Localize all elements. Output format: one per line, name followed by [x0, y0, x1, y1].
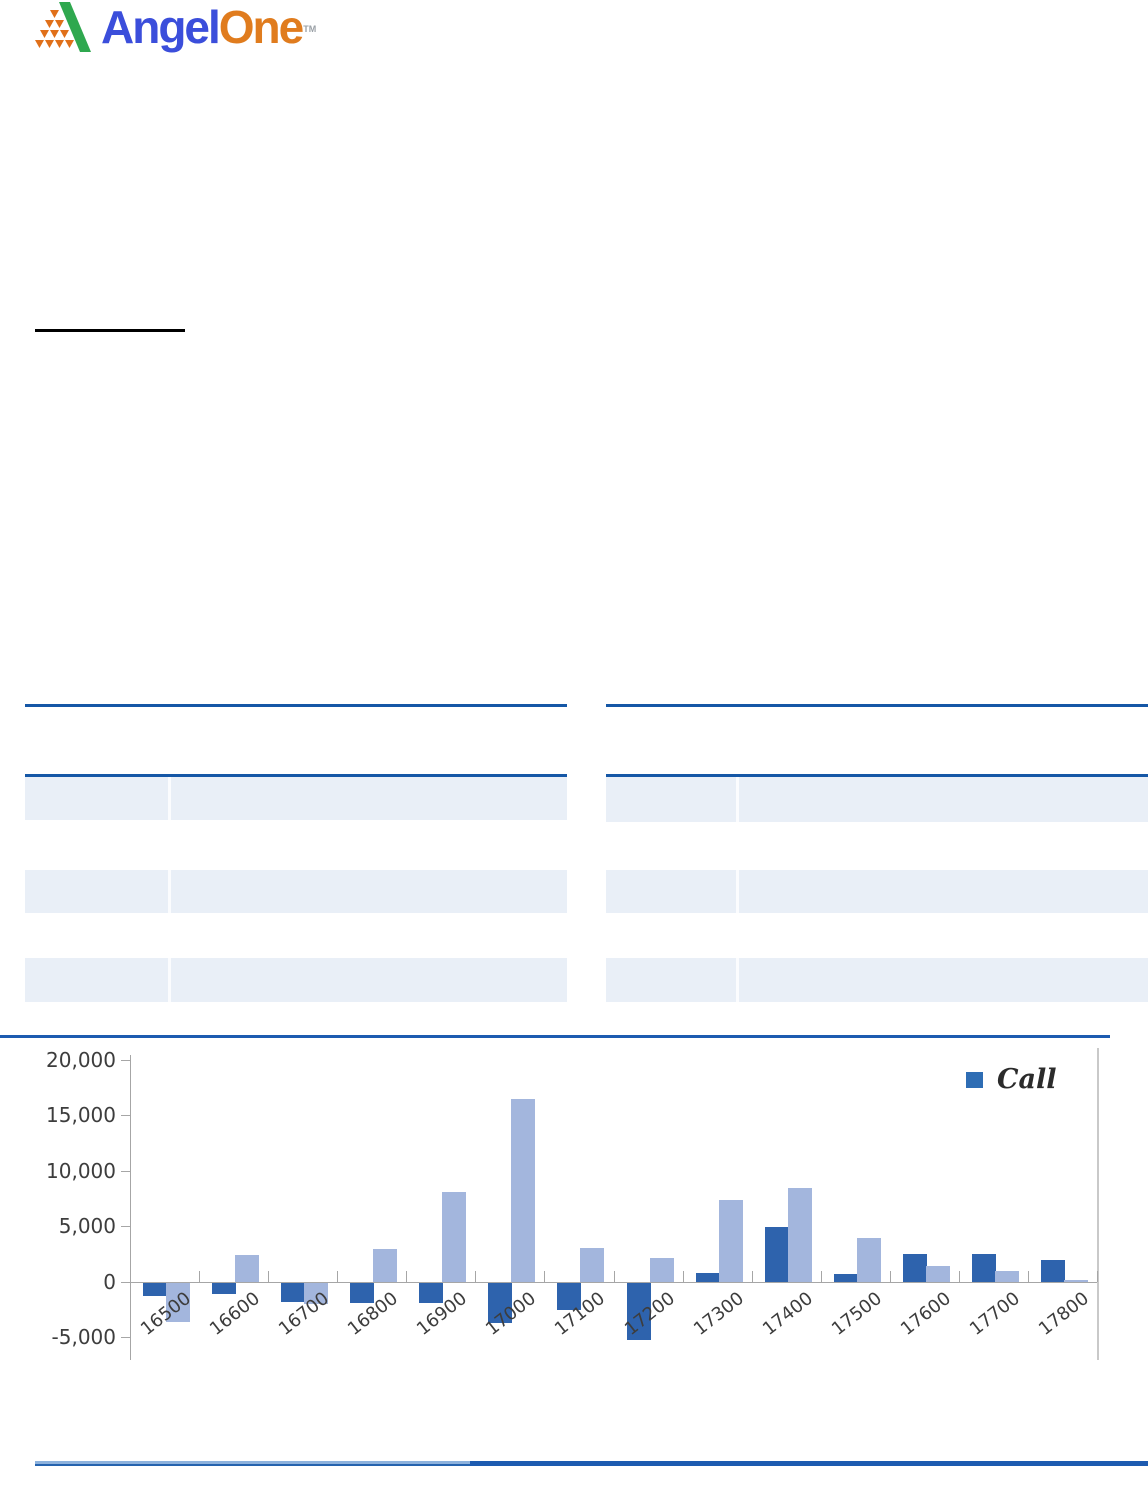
bar-series2-16900 — [442, 1192, 467, 1282]
x-axis-tick — [820, 1271, 822, 1282]
bar-series2-17400 — [787, 1187, 812, 1282]
x-axis-tick — [337, 1271, 339, 1282]
x-axis-tick — [544, 1271, 546, 1282]
column-divider — [168, 958, 171, 1002]
x-axis-label: 17800 — [1034, 1288, 1093, 1340]
bar-series2-17200 — [649, 1257, 674, 1282]
bar-Call-17200 — [626, 1283, 651, 1340]
bar-Call-16900 — [419, 1283, 444, 1303]
bar-Call-17600 — [902, 1254, 927, 1282]
x-axis-tick — [613, 1271, 615, 1282]
y-axis-label: 5,000 — [58, 1214, 116, 1239]
y-axis-label: 0 — [103, 1269, 116, 1294]
column-divider — [736, 958, 739, 1002]
angelone-wordmark: AngelOneTM — [101, 1, 317, 53]
x-axis-tick — [475, 1271, 477, 1282]
footer-rule-right — [470, 1461, 1148, 1466]
footer-rule-left — [35, 1461, 470, 1466]
bar-Call-17800 — [1040, 1259, 1065, 1282]
x-axis-tick — [1027, 1271, 1029, 1282]
logo-trademark: TM — [303, 24, 317, 34]
table-row — [25, 777, 567, 820]
section-divider-rule — [0, 1035, 1110, 1038]
table-row — [25, 958, 567, 1002]
y-axis-tick — [121, 1170, 130, 1172]
bar-Call-17000 — [488, 1283, 513, 1323]
x-axis-tick — [682, 1271, 684, 1282]
column-divider — [168, 870, 171, 913]
y-axis-tick — [121, 1337, 130, 1338]
x-axis-tick — [1097, 1271, 1098, 1282]
bar-series2-16500 — [166, 1283, 190, 1322]
bar-series2-16800 — [373, 1248, 398, 1282]
x-axis-label: 16600 — [205, 1288, 264, 1340]
table-left-header-rule — [25, 774, 567, 777]
x-axis-tick — [751, 1271, 753, 1282]
x-axis-label: 17600 — [896, 1288, 955, 1340]
angelone-logo: AngelOneTM — [33, 1, 317, 53]
x-axis-label: 17400 — [758, 1288, 817, 1340]
column-divider — [736, 870, 739, 913]
x-axis-label: 17700 — [965, 1288, 1024, 1340]
x-axis-tick — [268, 1271, 270, 1282]
y-axis-tick — [121, 1226, 130, 1228]
bar-series2-17700 — [994, 1270, 1019, 1282]
legend-swatch-call — [966, 1071, 983, 1088]
logo-text-one: One — [218, 1, 304, 53]
plot-right-border — [1097, 1048, 1099, 1360]
table-left-top-rule — [25, 704, 567, 707]
bar-Call-17700 — [971, 1254, 996, 1282]
angelone-logo-icon — [35, 2, 91, 52]
call-oi-bar-chart: Call 20,000 15,000 10,000 5,000 0 -5,000 16500… — [0, 1040, 1148, 1400]
y-axis-tick — [121, 1060, 130, 1061]
bar-series2-17000 — [511, 1099, 536, 1282]
table-row — [25, 870, 567, 913]
bar-series2-17300 — [718, 1200, 743, 1282]
bar-series2-17600 — [925, 1266, 950, 1282]
bar-series2-16600 — [235, 1255, 260, 1282]
x-axis-label: 17500 — [827, 1288, 886, 1340]
heading-underline — [35, 329, 185, 332]
x-axis-label: 17300 — [689, 1288, 748, 1340]
table-row — [606, 777, 1148, 822]
bar-series2-17100 — [580, 1247, 605, 1282]
y-axis-tick — [121, 1115, 130, 1117]
bar-Call-17400 — [764, 1226, 789, 1282]
x-axis-tick — [199, 1271, 201, 1282]
legend-label-call: Call — [997, 1064, 1057, 1095]
bar-series2-16700 — [304, 1283, 329, 1305]
table-right-top-rule — [606, 704, 1148, 707]
bar-Call-16700 — [281, 1283, 306, 1302]
x-axis-tick — [958, 1271, 960, 1282]
bar-Call-17100 — [557, 1283, 582, 1310]
column-divider — [168, 777, 171, 820]
bar-Call-16600 — [212, 1283, 237, 1295]
y-axis-label: 10,000 — [46, 1158, 116, 1183]
bar-Call-16500 — [143, 1283, 167, 1297]
y-axis-tick — [121, 1281, 130, 1283]
bar-series2-17800 — [1063, 1280, 1088, 1282]
x-axis-tick — [406, 1271, 408, 1282]
table-row — [606, 870, 1148, 913]
table-row — [606, 958, 1148, 1002]
y-axis-line — [130, 1055, 131, 1360]
bar-Call-16800 — [350, 1283, 375, 1303]
x-axis-line — [130, 1282, 1097, 1283]
y-axis-label: -5,000 — [51, 1325, 116, 1349]
y-axis-label: 20,000 — [46, 1048, 116, 1072]
bar-series2-17500 — [856, 1237, 881, 1282]
column-divider — [736, 777, 739, 822]
table-right-header-rule — [606, 774, 1148, 777]
y-axis-label: 15,000 — [46, 1103, 116, 1128]
chart-legend: Call — [966, 1064, 1057, 1095]
bar-Call-17300 — [695, 1273, 720, 1282]
x-axis-tick — [889, 1271, 891, 1282]
logo-text-angel: Angel — [101, 1, 221, 53]
bar-Call-17500 — [833, 1274, 858, 1282]
